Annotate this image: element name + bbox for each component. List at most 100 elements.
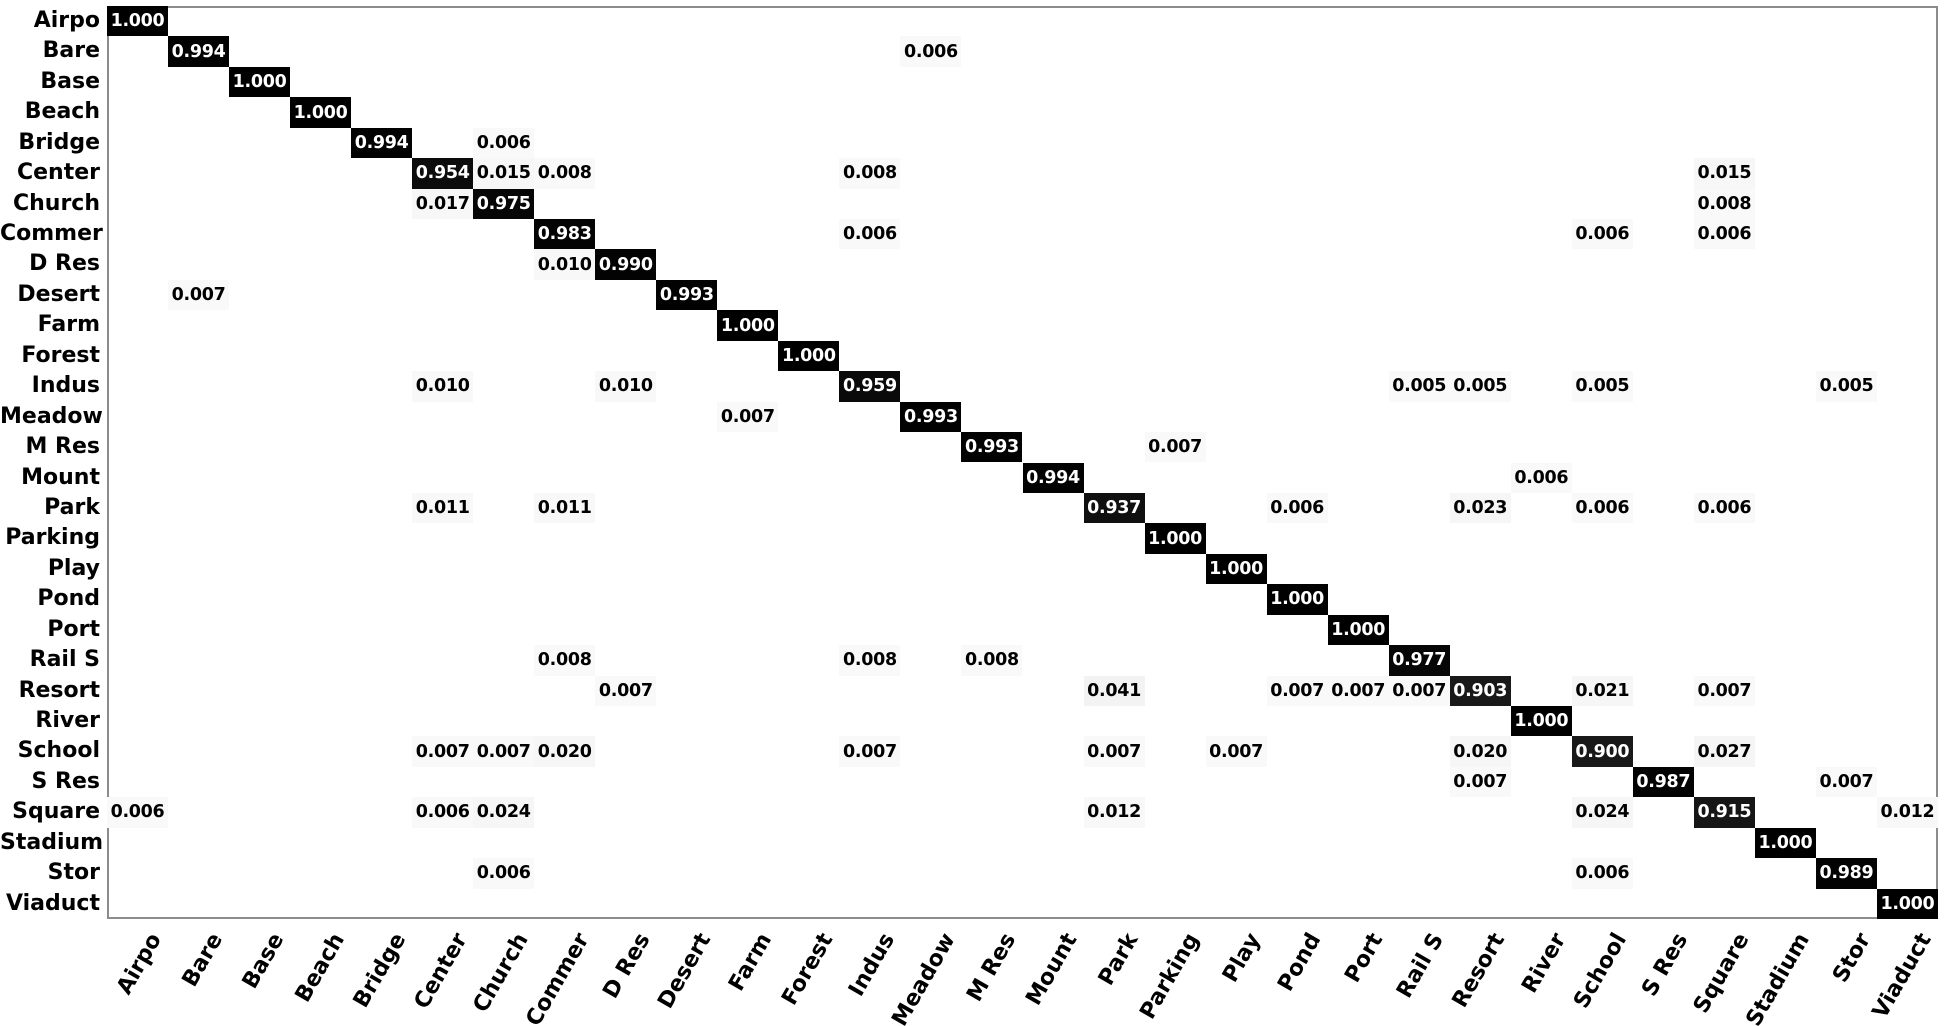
matrix-cell: 0.006 [107,797,169,828]
matrix-cell: 1.000 [778,340,840,372]
matrix-cell: 0.008 [839,645,901,676]
matrix-cell: 1.000 [290,97,352,128]
matrix-cell: 0.005 [1571,371,1633,402]
matrix-cell: 0.006 [1693,219,1755,250]
matrix-cell: 0.007 [1144,432,1206,463]
matrix-cell: 0.005 [1388,371,1450,402]
matrix-cell: 0.006 [839,219,901,250]
matrix-cell: 0.005 [1449,371,1511,402]
matrix-cell: 0.994 [1022,462,1084,493]
matrix-cell: 0.994 [351,127,413,159]
matrix-cell: 0.993 [900,401,962,433]
matrix-cell: 0.008 [839,158,901,189]
matrix-cell: 1.000 [1510,705,1572,737]
matrix-cell: 0.007 [168,279,230,311]
y-tick-label: Forest [21,342,100,368]
matrix-cell: 1.000 [1266,584,1328,615]
y-tick-label: Commer [0,221,103,247]
matrix-cell: 0.977 [1388,645,1450,676]
matrix-cell: 0.008 [1693,188,1755,220]
matrix-cell: 1.000 [1205,553,1267,585]
y-tick-label: School [17,738,100,764]
matrix-cell: 0.007 [1388,675,1450,706]
matrix-cell: 0.020 [1449,736,1511,767]
matrix-cell: 0.007 [473,736,535,767]
matrix-cell: 0.015 [473,158,535,189]
y-tick-label: Square [12,799,100,825]
matrix-cell: 0.021 [1571,675,1633,706]
matrix-cell: 0.959 [839,371,901,402]
y-tick-label: Viaduct [6,890,100,916]
y-tick-label: Bridge [18,129,100,155]
y-tick-label: Mount [21,464,100,490]
matrix-cell: 0.006 [473,858,535,889]
matrix-cell: 0.983 [534,219,596,250]
matrix-cell: 0.010 [534,249,596,280]
matrix-cell: 0.006 [412,797,474,828]
y-tick-label: Airpo [33,8,100,33]
matrix-cell: 0.954 [412,158,474,189]
matrix-cell: 0.006 [473,127,535,159]
matrix-cell: 1.000 [1327,614,1389,646]
matrix-cell: 0.027 [1693,736,1755,767]
matrix-cell: 0.007 [1693,675,1755,706]
matrix-cell: 0.008 [534,158,596,189]
y-tick-label: Base [40,68,100,94]
matrix-cell: 0.990 [595,249,657,280]
matrix-cell: 0.006 [1571,858,1633,889]
matrix-cell: 0.015 [1693,158,1755,189]
matrix-cell: 0.006 [1571,219,1633,250]
matrix-cell: 0.975 [473,188,535,220]
matrix-cell: 0.007 [839,736,901,767]
matrix-cell: 1.000 [1754,827,1816,859]
matrix-cell: 1.000 [1876,888,1938,919]
matrix-cell: 0.007 [1266,675,1328,706]
y-tick-label: Indus [31,373,100,399]
matrix-cell: 0.006 [1510,462,1572,493]
matrix-cell: 0.006 [1693,492,1755,524]
y-tick-label: Parking [5,525,100,551]
matrix-cell: 0.024 [1571,797,1633,828]
y-tick-label: M Res [25,434,100,460]
matrix-cell: 0.010 [412,371,474,402]
matrix-cell: 1.000 [107,6,169,37]
confusion-matrix-plot: 1.000 0.994 0.006 1.000 1.000 0.994 0.006 0.954… [107,6,1938,919]
matrix-cell: 0.011 [534,492,596,524]
y-tick-label: Beach [24,99,100,125]
matrix-cell: 0.024 [473,797,535,828]
matrix-cell: 0.915 [1693,797,1755,828]
matrix-cell: 0.020 [534,736,596,767]
y-tick-label: Port [47,616,100,642]
matrix-cell: 0.010 [595,371,657,402]
matrix-cell: 0.041 [1083,675,1145,706]
matrix-cell: 0.007 [1327,675,1389,706]
matrix-cell: 0.012 [1083,797,1145,828]
matrix-cell: 0.007 [1083,736,1145,767]
matrix-cell: 0.008 [534,645,596,676]
y-tick-label: Church [12,190,100,216]
matrix-cell: 1.000 [1144,523,1206,554]
y-tick-label: Stadium [0,829,104,855]
matrix-cell: 0.007 [1815,766,1877,798]
matrix-cell: 0.007 [412,736,474,767]
matrix-cell: 0.005 [1815,371,1877,402]
matrix-cell: 0.006 [900,36,962,67]
matrix-cell: 0.994 [168,36,230,67]
matrix-cell: 0.007 [1205,736,1267,767]
y-tick-label: S Res [31,768,100,794]
y-tick-label: D Res [29,251,100,277]
y-tick-label: Park [44,494,100,520]
matrix-cell: 0.007 [1449,766,1511,798]
matrix-cell: 0.012 [1876,797,1938,828]
matrix-cell: 0.006 [1571,492,1633,524]
y-tick-label: Desert [17,281,100,307]
matrix-cell: 0.007 [595,675,657,706]
matrix-cell: 0.993 [961,432,1023,463]
matrix-cell: 0.006 [1266,492,1328,524]
y-tick-label: Meadow [0,403,103,429]
matrix-cell: 0.017 [412,188,474,220]
matrix-cell: 0.989 [1815,858,1877,889]
y-tick-label: Center [16,160,100,186]
y-tick-label: Resort [18,677,100,703]
